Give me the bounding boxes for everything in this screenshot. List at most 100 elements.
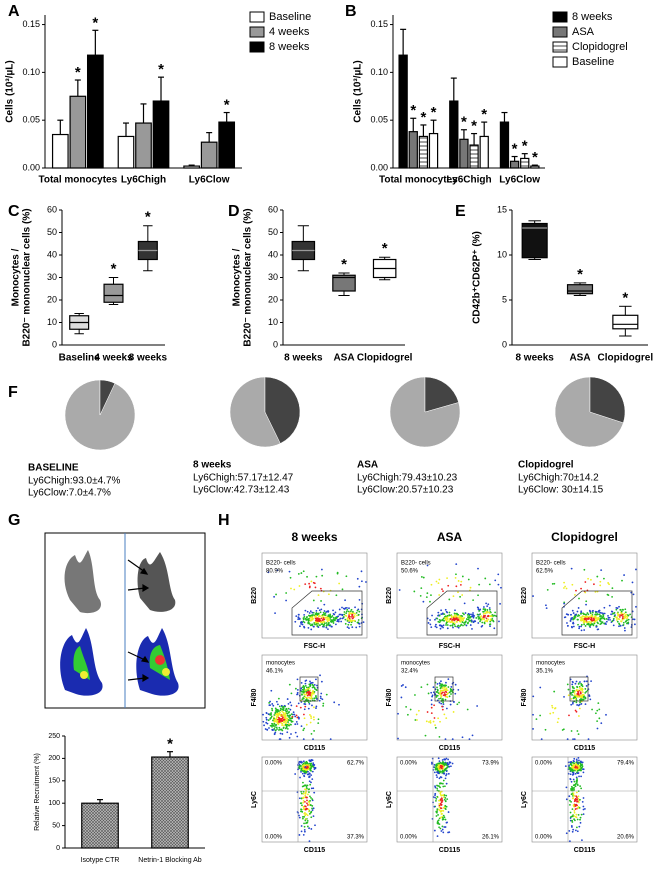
- event-dot: [457, 591, 459, 594]
- pie-slice: [589, 376, 626, 424]
- event-dot: [619, 624, 622, 627]
- bar: [499, 121, 510, 169]
- event-dot: [592, 619, 595, 622]
- y-tick-label: 60: [268, 204, 278, 214]
- event-dot: [441, 619, 444, 622]
- event-dot: [347, 623, 350, 626]
- event-dot: [402, 684, 404, 686]
- event-dot: [627, 618, 630, 621]
- event-dot: [468, 613, 471, 616]
- event-dot: [464, 612, 467, 614]
- event-dot: [563, 695, 565, 698]
- event-dot: [323, 610, 326, 612]
- event-dot: [572, 738, 574, 741]
- event-dot: [591, 708, 593, 711]
- event-dot: [575, 701, 578, 704]
- event-dot: [323, 603, 326, 606]
- bar: [152, 100, 170, 169]
- event-dot: [460, 580, 463, 583]
- event-dot: [598, 613, 601, 616]
- event-dot: [313, 706, 315, 709]
- event-dot: [442, 763, 445, 766]
- event-dot: [438, 594, 441, 596]
- event-dot: [574, 697, 577, 700]
- event-dot: [336, 618, 339, 621]
- quadrant-value: 79.4%: [617, 761, 635, 767]
- event-dot: [596, 727, 599, 730]
- event-dot: [461, 617, 464, 620]
- event-dot: [447, 758, 449, 761]
- gate: [561, 590, 633, 636]
- event-dot: [308, 759, 311, 762]
- flow-frame: [531, 756, 638, 843]
- x-tick-label: Baseline: [59, 353, 101, 364]
- event-dot: [599, 584, 602, 587]
- event-dot: [327, 593, 330, 596]
- event-dot: [572, 828, 575, 831]
- event-dot: [311, 798, 314, 801]
- event-dot: [578, 775, 580, 778]
- event-dot: [280, 728, 283, 731]
- gate-value: 80.9%: [266, 569, 284, 575]
- event-dot: [437, 771, 440, 774]
- event-dot: [437, 766, 440, 768]
- event-dot: [608, 583, 610, 586]
- event-dot: [435, 774, 438, 777]
- event-dot: [416, 719, 418, 721]
- y-tick-label: 0.15: [22, 19, 40, 29]
- event-dot: [305, 723, 308, 726]
- event-dot: [578, 768, 581, 771]
- quadrant-value: 0.00%: [535, 761, 553, 767]
- event-dot: [459, 618, 461, 621]
- flow-x-label: FSC-H: [304, 643, 325, 650]
- y-tick-label: 0: [502, 339, 507, 349]
- event-dot: [596, 720, 599, 723]
- event-dot: [619, 614, 622, 617]
- event-dot: [324, 622, 326, 625]
- event-dot: [315, 705, 318, 708]
- event-dot: [565, 613, 568, 616]
- box: [612, 314, 639, 330]
- y-tick-label: 0.10: [22, 67, 40, 77]
- event-dot: [310, 580, 313, 583]
- x-tick-label: Ly6Clow: [499, 175, 540, 186]
- event-dot: [322, 702, 325, 705]
- event-dot: [441, 588, 443, 591]
- event-dot: [429, 721, 432, 724]
- event-dot: [594, 712, 597, 715]
- event-dot: [353, 619, 356, 622]
- event-dot: [497, 583, 500, 586]
- event-dot: [307, 707, 310, 710]
- event-dot: [298, 716, 300, 719]
- pie-slice: [99, 379, 116, 416]
- event-dot: [552, 711, 555, 714]
- event-dot: [582, 771, 585, 774]
- event-dot: [580, 769, 582, 772]
- event-dot: [301, 686, 304, 689]
- event-dot: [607, 582, 610, 584]
- event-dot: [600, 722, 603, 725]
- event-dot: [305, 785, 308, 788]
- event-dot: [279, 707, 282, 710]
- event-dot: [457, 624, 460, 627]
- significance-star: *: [512, 140, 518, 157]
- event-dot: [576, 759, 578, 762]
- event-dot: [304, 769, 307, 771]
- event-dot: [581, 683, 583, 686]
- event-dot: [602, 612, 604, 615]
- event-dot: [455, 585, 458, 588]
- event-dot: [365, 581, 367, 583]
- event-dot: [309, 713, 311, 716]
- event-dot: [580, 703, 583, 705]
- event-dot: [436, 691, 438, 694]
- y-tick-label: 200: [48, 755, 60, 762]
- event-dot: [441, 687, 444, 689]
- event-dot: [437, 692, 440, 694]
- event-dot: [282, 727, 285, 729]
- significance-star: *: [224, 97, 230, 114]
- event-dot: [274, 612, 276, 614]
- event-dot: [594, 611, 597, 614]
- event-dot: [306, 821, 309, 824]
- event-dot: [362, 621, 365, 623]
